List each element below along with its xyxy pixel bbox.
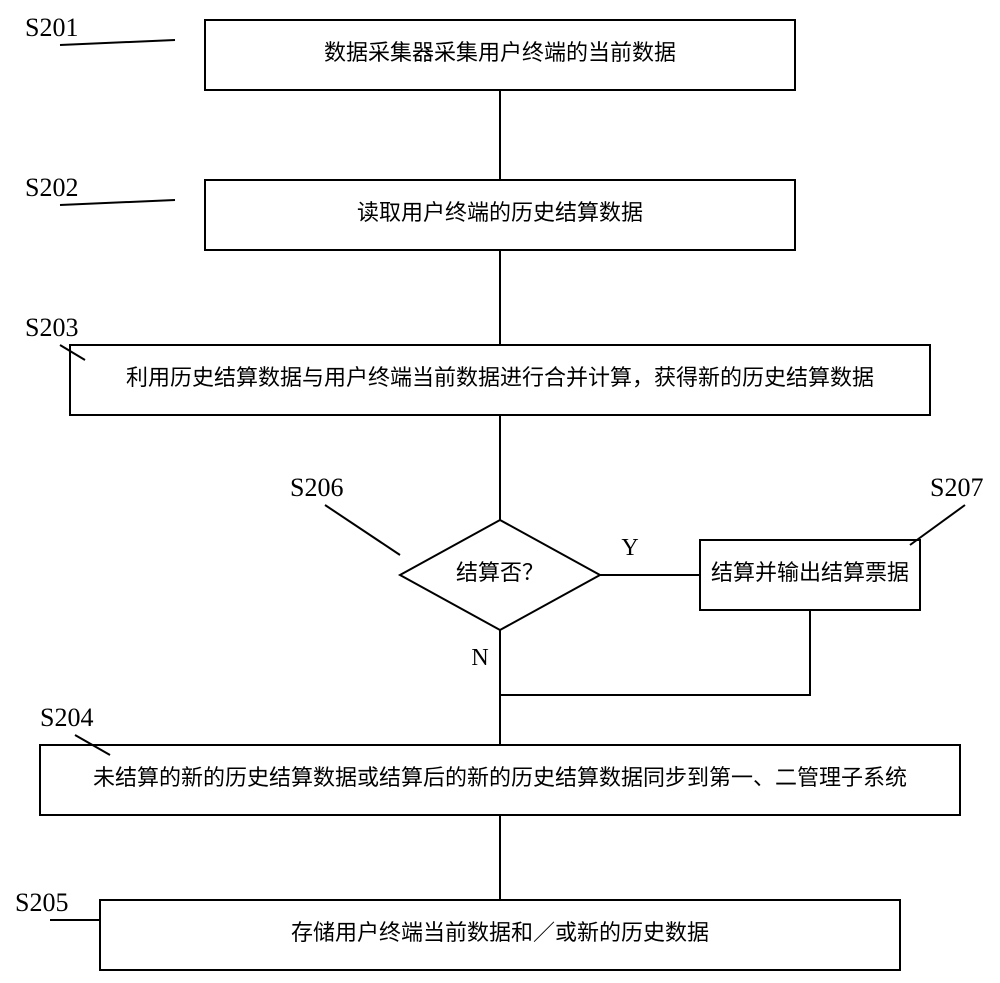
flowchart-box-text-s201: 数据采集器采集用户终端的当前数据 <box>324 40 676 65</box>
flowchart-box-text-s204: 未结算的新的历史结算数据或结算后的新的历史结算数据同步到第一、二管理子系统 <box>93 765 907 790</box>
flowchart-box-text-s205: 存储用户终端当前数据和／或新的历史数据 <box>291 920 709 945</box>
step-label-s204: S204 <box>40 703 93 732</box>
flowchart-edge-label-4: N <box>471 645 488 671</box>
flowchart-decision-text-s206: 结算否？ <box>456 560 544 585</box>
step-label-leader-s207 <box>910 505 965 545</box>
flowchart-box-text-s202: 读取用户终端的历史结算数据 <box>357 200 643 225</box>
step-label-s207: S207 <box>930 473 983 502</box>
flowchart-box-text-s203: 利用历史结算数据与用户终端当前数据进行合并计算，获得新的历史结算数据 <box>126 365 874 390</box>
step-label-s202: S202 <box>25 173 78 202</box>
step-label-s206: S206 <box>290 473 343 502</box>
step-label-leader-s206 <box>325 505 400 555</box>
step-label-s201: S201 <box>25 13 78 42</box>
step-label-s203: S203 <box>25 313 78 342</box>
flowchart-edge-label-3: Y <box>621 535 638 561</box>
flowchart-box-text-s207: 结算并输出结算票据 <box>711 560 909 585</box>
step-label-leader-s203 <box>60 345 85 360</box>
flowchart-edge-5 <box>500 610 810 695</box>
step-label-s205: S205 <box>15 888 68 917</box>
